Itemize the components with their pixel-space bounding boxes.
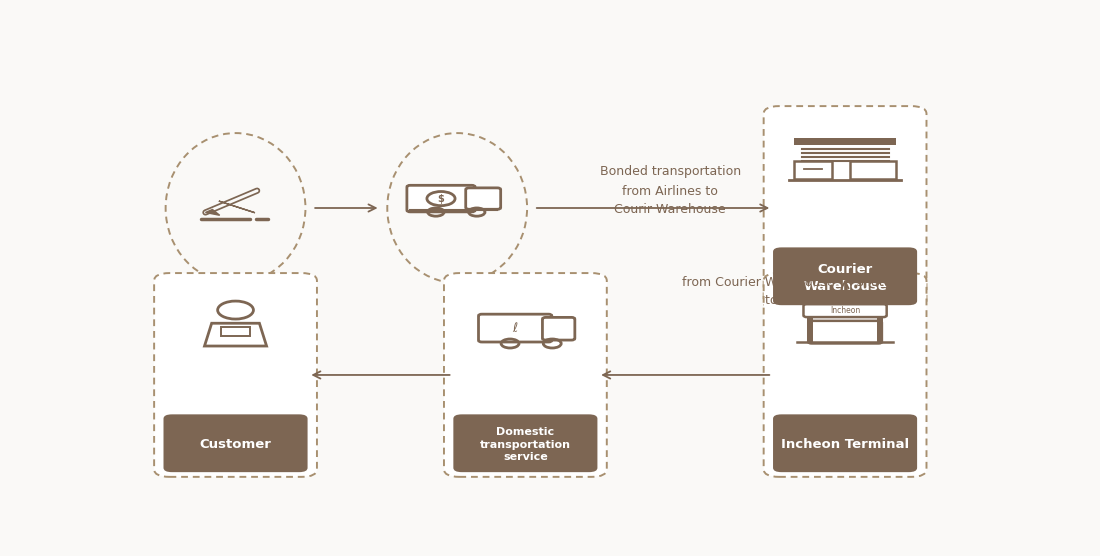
Bar [782,251,909,280]
Text: Incheon Terminal: Incheon Terminal [781,438,909,451]
FancyBboxPatch shape [444,273,607,477]
FancyBboxPatch shape [407,185,475,212]
FancyBboxPatch shape [164,414,308,472]
Polygon shape [206,210,220,215]
FancyBboxPatch shape [478,314,552,342]
FancyBboxPatch shape [773,414,917,472]
Text: ℓ: ℓ [513,321,518,335]
Bar [878,318,883,342]
Text: Customer: Customer [199,438,272,451]
FancyBboxPatch shape [763,273,926,477]
FancyBboxPatch shape [154,273,317,477]
FancyBboxPatch shape [763,106,926,310]
Text: from Courier Warehouse
to Terminal: from Courier Warehouse to Terminal [682,276,835,307]
FancyBboxPatch shape [542,317,575,340]
Bar [172,418,299,447]
Text: Courier
Warehouse: Courier Warehouse [803,262,887,292]
Bar [462,418,588,447]
Text: from Airlines to
Courir Warehouse: from Airlines to Courir Warehouse [614,185,726,216]
Text: Incheon: Incheon [829,306,860,315]
Text: Shuttle
Truck: Shuttle Truck [856,276,900,307]
Bar [807,318,813,342]
Text: Bonded transportation: Bonded transportation [600,165,740,178]
Text: Domestic
transportation
service: Domestic transportation service [480,427,571,462]
FancyBboxPatch shape [773,247,917,305]
Polygon shape [219,201,255,213]
Bar [794,137,896,145]
Text: $: $ [438,193,444,203]
FancyBboxPatch shape [453,414,597,472]
Bar [221,327,250,336]
Bar [822,326,869,340]
Bar [850,161,896,180]
Bar [782,418,909,447]
Bar [794,161,833,180]
FancyBboxPatch shape [465,188,501,209]
